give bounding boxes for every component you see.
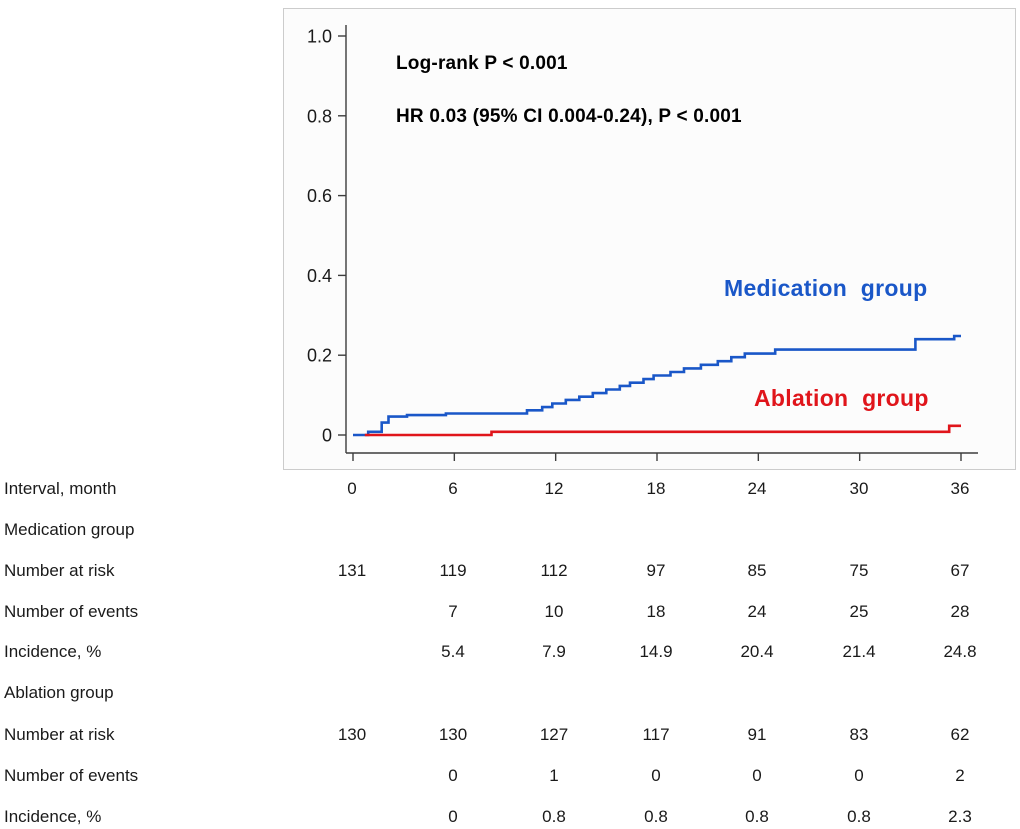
table-row-medication-incidence: Incidence, % 5.4 7.9 14.9 20.4 21.4 24.8 [0,641,1020,663]
table-row-ablation-number-at-risk: Number at risk 130 130 127 117 91 83 62 [0,724,1020,746]
cell: 20.4 [740,642,774,661]
cell: 130 [337,725,367,744]
table-row-ablation-incidence: Incidence, % 0 0.8 0.8 0.8 0.8 2.3 [0,806,1020,828]
table-row-ablation-number-of-events: Number of events 0 1 0 0 0 2 [0,765,1020,787]
x-tick-label: 12 [544,479,564,498]
cell: 112 [540,561,568,580]
ablation-curve [364,424,961,437]
cell: 85 [747,561,767,580]
x-tick-label: 6 [448,479,458,498]
cell: 0 [448,807,458,826]
cell: 67 [950,561,970,580]
cell: 7.9 [542,642,566,661]
x-tick-label: 0 [347,479,357,498]
y-tick-label: 0 [322,426,332,446]
cell: 131 [337,561,367,580]
cell: 0 [448,766,458,785]
table-row-medication-number-at-risk: Number at risk 131 119 112 97 85 75 67 [0,560,1020,582]
cell: 14.9 [639,642,673,661]
cell: 24 [747,602,767,621]
cell: 0.8 [847,807,871,826]
cell: 10 [544,602,564,621]
row-label: Interval, month [4,479,117,498]
cell: 0 [752,766,762,785]
cell: 62 [950,725,970,744]
table-row-medication-group-header: Medication group [0,519,1020,541]
table-row-ablation-group-header: Ablation group [0,682,1020,704]
cell: 24.8 [943,642,977,661]
cell: 5.4 [441,642,465,661]
cell: 119 [439,561,467,580]
cell: 127 [539,725,569,744]
cell: 7 [448,602,458,621]
y-tick-label: 0.6 [307,186,332,206]
row-label: Medication group [4,520,135,539]
row-label: Number of events [4,602,139,621]
cell: 130 [438,725,468,744]
row-label: Incidence, % [4,807,102,826]
row-label: Number at risk [4,561,115,580]
row-label: Number at risk [4,725,115,744]
hazard-ratio-annotation: HR 0.03 (95% CI 0.004-0.24), P < 0.001 [396,106,742,127]
x-tick-label: 36 [950,479,970,498]
cell: 0 [651,766,661,785]
medication-curve [353,334,961,437]
x-tick-label: 18 [646,479,666,498]
log-rank-annotation: Log-rank P < 0.001 [396,53,568,74]
table-row-medication-number-of-events: Number of events 7 10 18 24 25 28 [0,601,1020,623]
cell: 97 [646,561,666,580]
cell: 75 [849,561,869,580]
cell: 25 [849,602,869,621]
cell: 91 [747,725,767,744]
cell: 117 [642,725,670,744]
y-tick-label: 0.8 [307,106,332,126]
km-chart-figure: 0 0.2 0.4 0.6 0.8 1.0 Log-rank P < 0.001 HR 0… [283,8,1016,470]
medication-group-label: Medication group [724,275,928,301]
row-label: Ablation group [4,683,114,702]
cell: 2.3 [948,807,972,826]
km-plot-canvas: 0 0.2 0.4 0.6 0.8 1.0 [307,25,978,461]
cell: 21.4 [842,642,876,661]
cell: 2 [955,766,965,785]
x-tick-label: 30 [849,479,869,498]
table-row-interval-month: Interval, month 0 6 12 18 24 30 36 [0,478,1020,500]
row-label: Number of events [4,766,139,785]
cell: 0.8 [745,807,769,826]
cell: 0 [854,766,864,785]
y-tick-label: 1.0 [307,27,332,47]
y-tick-label: 0.2 [307,346,332,366]
ablation-group-label: Ablation group [754,385,929,411]
cell: 1 [549,766,559,785]
cell: 18 [646,602,666,621]
x-tick-label: 24 [747,479,767,498]
cell: 0.8 [644,807,668,826]
row-label: Incidence, % [4,642,102,661]
cell: 0.8 [542,807,566,826]
y-tick-label: 0.4 [307,266,332,286]
cell: 83 [849,725,869,744]
cell: 28 [950,602,970,621]
